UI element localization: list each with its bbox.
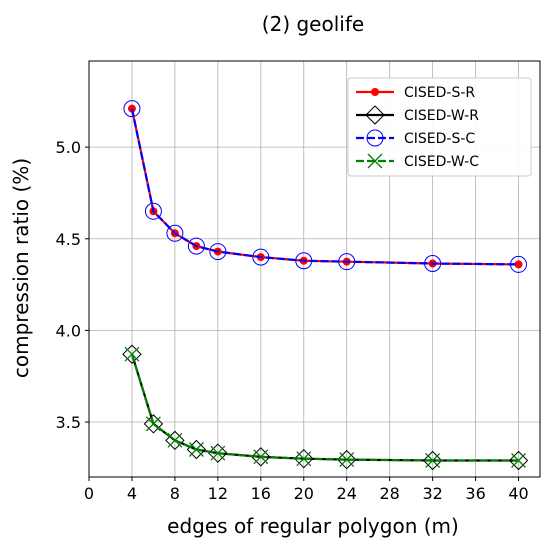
x-ticks: 0 4 8 12 16 20 24 28 32 36 40 <box>84 477 529 503</box>
series-line <box>130 353 519 462</box>
data-point <box>167 432 183 448</box>
data-point <box>165 430 185 451</box>
y-tick-label: 3.5 <box>56 413 81 432</box>
x-marker-stroke <box>339 452 355 468</box>
data-point <box>143 414 164 434</box>
x-tick-label: 36 <box>465 484 485 503</box>
legend-item: CISED-W-R <box>356 105 479 125</box>
legend-label: CISED-W-C <box>404 154 479 170</box>
data-point <box>338 253 356 271</box>
data-point <box>296 451 312 467</box>
data-point <box>122 344 142 364</box>
data-point <box>339 452 355 468</box>
series-cised-s-c <box>123 100 528 273</box>
data-point <box>425 453 441 468</box>
data-point <box>251 447 271 467</box>
x-tick-label: 12 <box>208 484 228 503</box>
data-point <box>366 129 384 147</box>
x-axis-label: edges of regular polygon (m) <box>167 514 459 538</box>
chart-title: (2) geolife <box>262 12 364 36</box>
data-point <box>508 450 529 471</box>
x-marker-stroke <box>145 416 161 432</box>
x-marker-stroke <box>188 442 204 457</box>
data-point <box>510 255 528 273</box>
x-marker-stroke <box>511 453 526 468</box>
x-tick-label: 24 <box>337 484 357 503</box>
x-tick-label: 8 <box>170 484 180 503</box>
x-marker-stroke <box>296 451 312 467</box>
series-cised-w-c <box>124 346 526 468</box>
x-tick-label: 28 <box>379 484 399 503</box>
data-point <box>187 237 205 255</box>
series-cised-w-r <box>122 344 529 471</box>
data-point <box>371 88 379 96</box>
x-marker-stroke <box>124 346 140 362</box>
legend: CISED-S-R CISED-W-R CISED-S-C CISED-W-C <box>347 77 532 177</box>
data-point <box>166 224 184 242</box>
x-marker-stroke <box>367 153 383 169</box>
y-axis-label: compression ratio (%) <box>9 158 33 378</box>
legend-label: CISED-S-C <box>404 131 475 147</box>
legend-label: CISED-S-R <box>404 85 475 101</box>
y-tick-label: 4.0 <box>56 321 81 340</box>
series-line <box>130 108 519 266</box>
x-tick-label: 20 <box>294 484 314 503</box>
x-marker-stroke <box>253 449 269 465</box>
data-point <box>424 255 442 273</box>
legend-item: CISED-S-C <box>356 129 475 147</box>
data-point <box>123 100 141 118</box>
data-point <box>210 445 226 461</box>
data-point <box>188 442 204 457</box>
data-point <box>294 448 314 469</box>
data-point <box>145 416 161 432</box>
data-point <box>514 260 523 269</box>
x-marker-stroke <box>167 432 183 448</box>
y-tick-label: 5.0 <box>56 138 81 157</box>
data-point <box>144 202 162 220</box>
legend-box <box>347 77 532 177</box>
legend-item: CISED-S-R <box>356 85 475 101</box>
x-tick-label: 40 <box>508 484 528 503</box>
data-point <box>252 248 270 266</box>
data-point <box>209 243 227 261</box>
legend-item: CISED-W-C <box>356 153 479 170</box>
x-tick-label: 0 <box>84 484 94 503</box>
x-marker-stroke <box>425 453 441 468</box>
data-point <box>365 105 385 125</box>
data-point <box>253 449 269 465</box>
x-tick-label: 16 <box>251 484 271 503</box>
data-point <box>367 153 383 169</box>
legend-label: CISED-W-R <box>404 108 479 124</box>
data-point <box>295 252 313 270</box>
data-point <box>337 449 357 470</box>
y-ticks: 3.5 4.0 4.5 5.0 <box>56 138 89 432</box>
data-point <box>422 450 443 471</box>
x-tick-label: 4 <box>127 484 137 503</box>
data-point <box>124 346 140 362</box>
plot-frame <box>88 60 541 478</box>
data-point <box>208 443 228 463</box>
series-layer <box>122 100 529 471</box>
series-line <box>130 353 519 462</box>
data-point <box>511 453 526 468</box>
x-tick-label: 32 <box>422 484 442 503</box>
x-marker-stroke <box>210 445 226 461</box>
y-tick-label: 4.5 <box>56 230 81 249</box>
